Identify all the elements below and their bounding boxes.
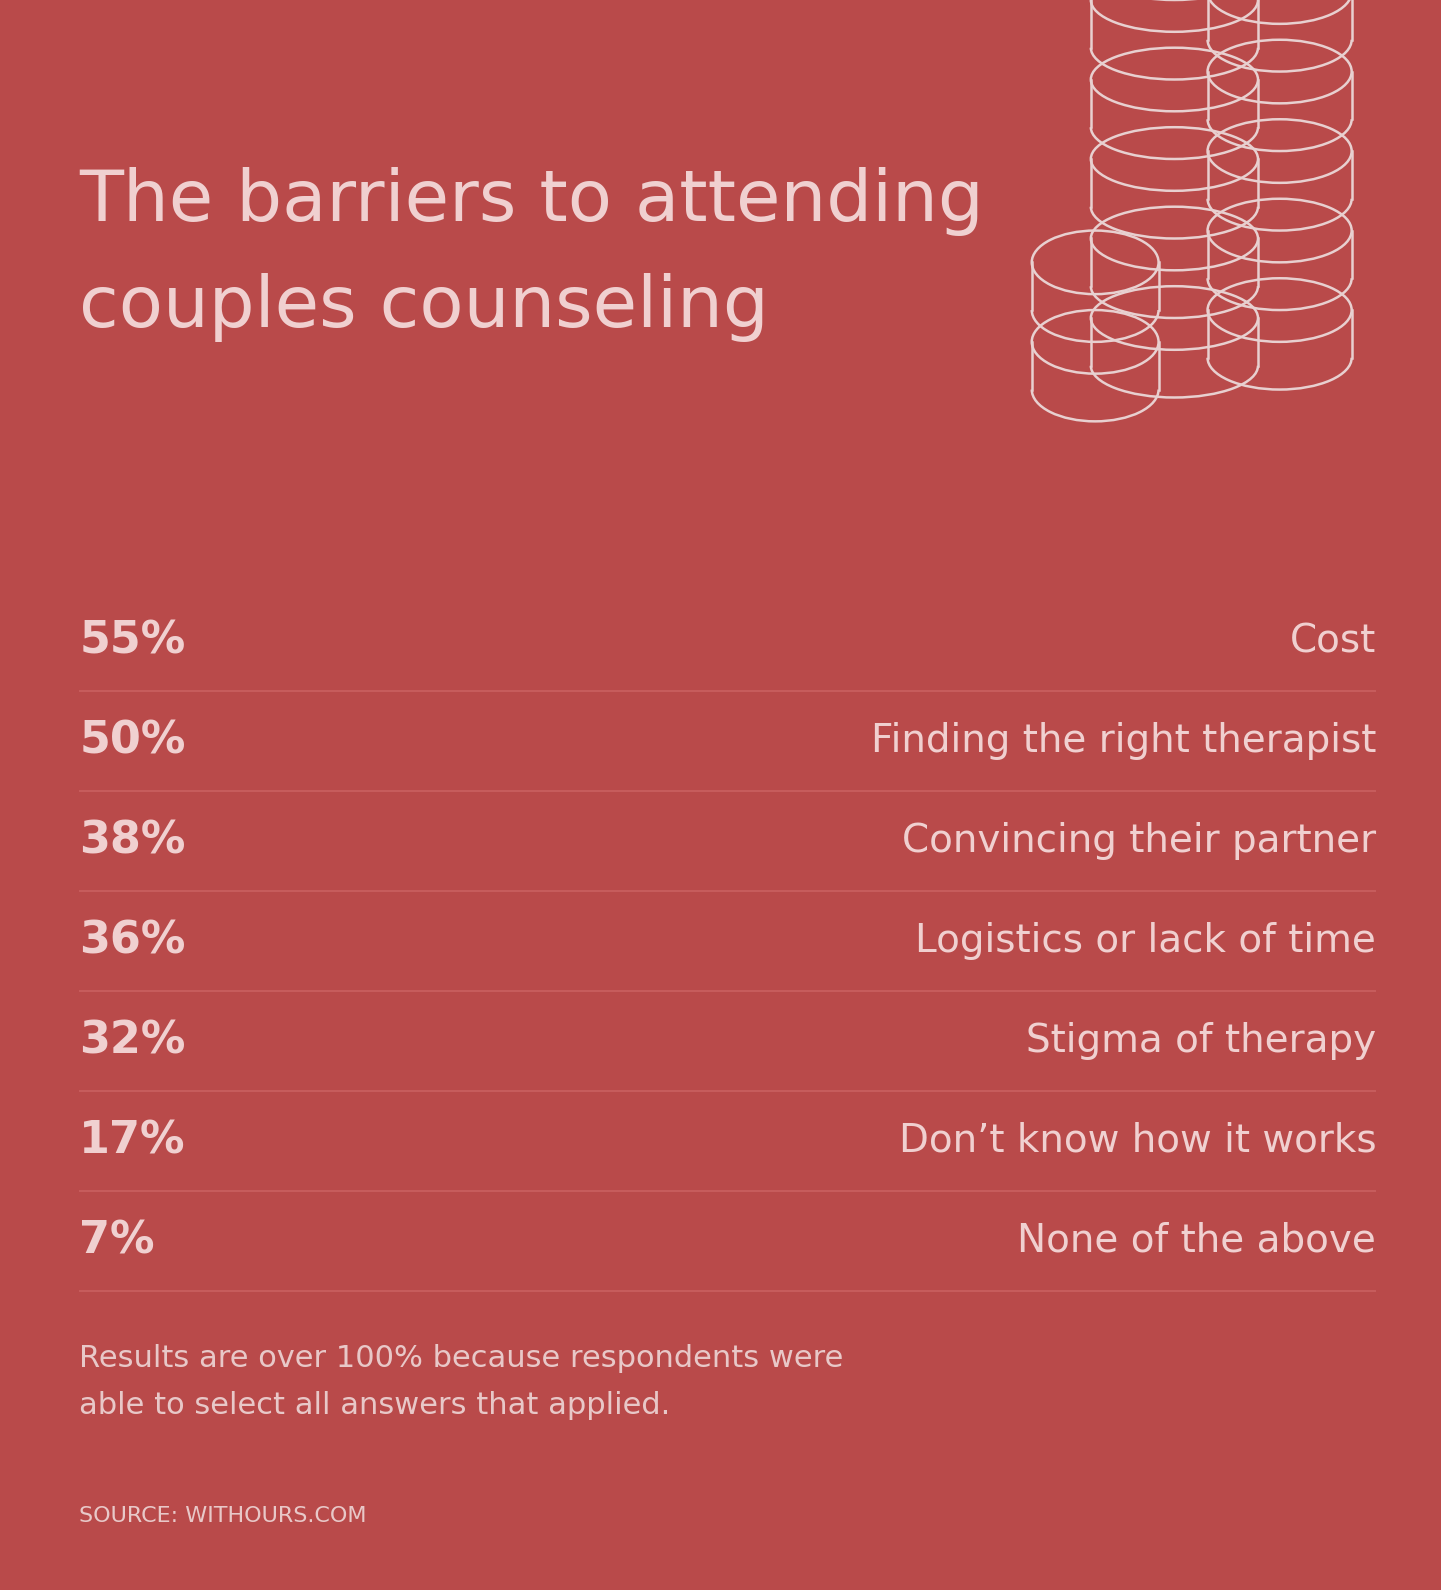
Text: Cost: Cost	[1290, 622, 1376, 660]
Text: Don’t know how it works: Don’t know how it works	[899, 1123, 1376, 1161]
Text: Finding the right therapist: Finding the right therapist	[870, 722, 1376, 760]
Text: Results are over 100% because respondents were: Results are over 100% because respondent…	[79, 1344, 843, 1372]
Text: 38%: 38%	[79, 819, 186, 863]
Text: able to select all answers that applied.: able to select all answers that applied.	[79, 1391, 670, 1420]
Text: 32%: 32%	[79, 1019, 186, 1062]
Text: 17%: 17%	[79, 1119, 186, 1162]
Text: SOURCE: WITHOURS.COM: SOURCE: WITHOURS.COM	[79, 1506, 367, 1526]
Text: 55%: 55%	[79, 620, 186, 663]
Text: couples counseling: couples counseling	[79, 273, 769, 342]
Text: 7%: 7%	[79, 1220, 154, 1262]
Text: 50%: 50%	[79, 720, 186, 763]
Text: 36%: 36%	[79, 919, 186, 962]
Text: Logistics or lack of time: Logistics or lack of time	[915, 922, 1376, 960]
Text: Convincing their partner: Convincing their partner	[902, 822, 1376, 860]
Text: Stigma of therapy: Stigma of therapy	[1026, 1022, 1376, 1061]
Text: The barriers to attending: The barriers to attending	[79, 167, 984, 235]
Text: None of the above: None of the above	[1017, 1221, 1376, 1259]
